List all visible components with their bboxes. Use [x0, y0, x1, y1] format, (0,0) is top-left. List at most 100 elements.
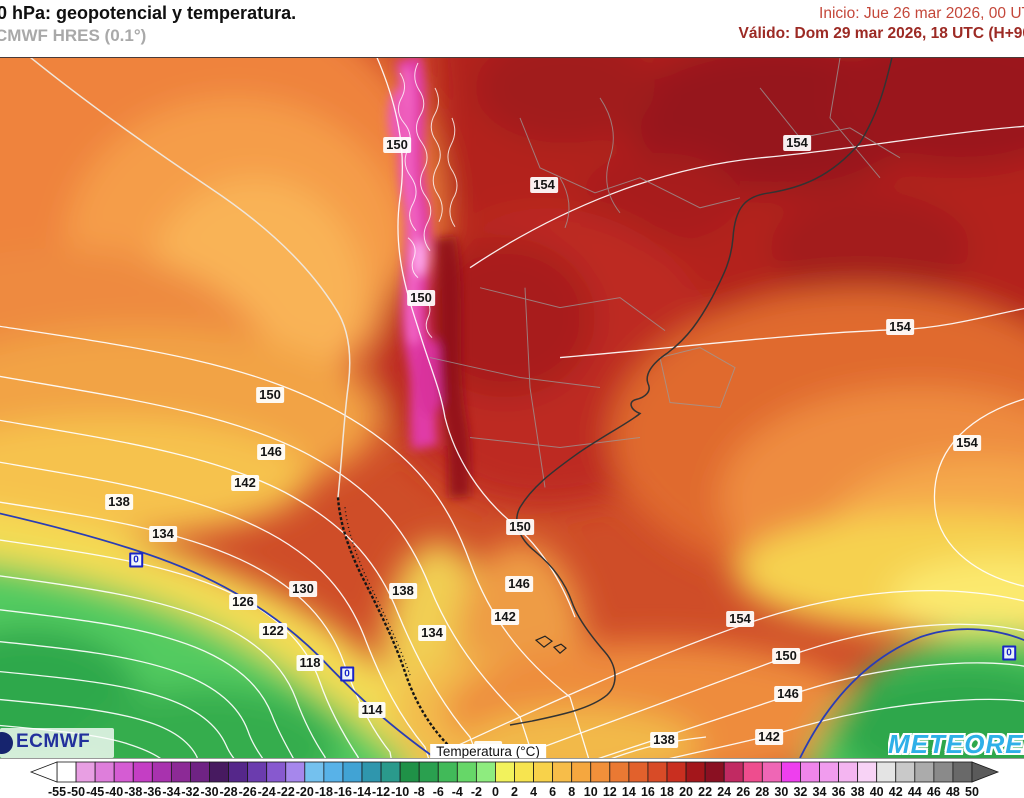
- colorbar-segment: [304, 761, 325, 783]
- colorbar-segment: [342, 761, 363, 783]
- colorbar-segment: [857, 761, 878, 783]
- colorbar-segment: [704, 761, 725, 783]
- colorbar-segment: [285, 761, 306, 783]
- colorbar-segment: [456, 761, 477, 783]
- ecmwf-logo: ECMWF: [0, 728, 114, 758]
- colorbar-title: Temperatura (°C): [430, 744, 546, 759]
- colorbar-segment: [723, 761, 744, 783]
- colorbar-tick: -40: [105, 785, 123, 798]
- colorbar-tick: 36: [832, 785, 846, 798]
- colorbar-tick: 30: [774, 785, 788, 798]
- colorbar-tick: 12: [603, 785, 617, 798]
- colorbar-segment: [228, 761, 249, 783]
- colorbar-tick: 28: [755, 785, 769, 798]
- colorbar-segment: [323, 761, 344, 783]
- colorbar-tick: -24: [258, 785, 276, 798]
- colorbar-segment: [933, 761, 954, 783]
- colorbar-segment: [266, 761, 287, 783]
- colorbar-segment: [819, 761, 839, 783]
- colorbar-tick: -36: [143, 785, 161, 798]
- ecmwf-emblem-icon: [0, 732, 13, 754]
- colorbar-segment: [628, 761, 649, 783]
- colorbar-tick: 8: [568, 785, 575, 798]
- colorbar-segment: [56, 761, 77, 783]
- colorbar-segment: [209, 761, 229, 783]
- admin-borders: [429, 58, 901, 488]
- colorbar-tick: -12: [372, 785, 390, 798]
- coastlines: [29, 58, 893, 758]
- colorbar-segment: [876, 761, 897, 783]
- colorbar-segment: [742, 761, 763, 783]
- colorbar-segment: [647, 761, 668, 783]
- colorbar-tick: 14: [622, 785, 636, 798]
- colorbar-tick: 22: [698, 785, 712, 798]
- colorbar-tick: -22: [277, 785, 295, 798]
- colorbar-tick: 4: [530, 785, 537, 798]
- colorbar-segment: [399, 761, 420, 783]
- colorbar-segment: [113, 761, 134, 783]
- geopotential-contours: [0, 58, 1024, 758]
- ecmwf-logo-text: ECMWF: [16, 731, 91, 752]
- colorbar-footer: -55 -50 -45 -40 -38 -36 -34 -32 -30 -28 -26 -24 -22-…: [0, 758, 1024, 798]
- colorbar-segment: [761, 761, 782, 783]
- colorbar-tick: 44: [908, 785, 922, 798]
- colorbar-segment: [552, 761, 573, 783]
- colorbar-tick: -50: [67, 785, 85, 798]
- colorbar-tick: 46: [927, 785, 941, 798]
- colorbar-segment: [170, 761, 191, 783]
- colorbar-tick: 42: [889, 785, 903, 798]
- colorbar-segment: [952, 761, 973, 783]
- colorbar-tick: 18: [660, 785, 674, 798]
- colorbar-segment: [895, 761, 916, 783]
- colorbar-segment: [533, 761, 554, 783]
- colorbar-tick: 50: [965, 785, 979, 798]
- colorbar-tick: 38: [851, 785, 865, 798]
- colorbar-segment: [666, 761, 687, 783]
- colorbar-tick: -20: [296, 785, 314, 798]
- colorbar-tick: 34: [813, 785, 827, 798]
- colorbar-segment: [94, 761, 115, 783]
- colorbar-segment: [514, 761, 534, 783]
- colorbar-tick: 40: [870, 785, 884, 798]
- colorbar-segment: [800, 761, 820, 783]
- colorbar-segment: [418, 761, 439, 783]
- meteored-logo-text: METEORED: [888, 729, 1024, 759]
- colorbar-segment: [914, 761, 935, 783]
- colorbar-tick: -14: [353, 785, 371, 798]
- colorbar-segment: [75, 761, 96, 783]
- colorbar-tick: 0: [492, 785, 499, 798]
- colorbar-segment: [190, 761, 210, 783]
- colorbar-tick: -32: [181, 785, 199, 798]
- colorbar-segment: [838, 761, 859, 783]
- colorbar-tick: -30: [200, 785, 218, 798]
- colorbar-arrow: [29, 761, 58, 783]
- colorbar-tick: 10: [584, 785, 598, 798]
- colorbar-arrow: [971, 761, 1000, 783]
- colorbar-segment: [475, 761, 496, 783]
- temperature-colorbar: -55 -50 -45 -40 -38 -36 -34 -32 -30 -28 -26 -24 -22-…: [29, 761, 1000, 798]
- colorbar-tick: -28: [220, 785, 238, 798]
- colorbar-tick: 24: [717, 785, 731, 798]
- colorbar-segment: [685, 761, 706, 783]
- colorbar-tick: 26: [736, 785, 750, 798]
- colorbar-tick: -55: [48, 785, 66, 798]
- colorbar-tick: -34: [162, 785, 180, 798]
- init-time-label: Inicio: Jue 26 mar 2026, 00 UT: [819, 5, 1024, 22]
- colorbar-tick: -2: [471, 785, 482, 798]
- colorbar-tick: -18: [315, 785, 333, 798]
- colorbar-tick: 20: [679, 785, 693, 798]
- colorbar-segment: [571, 761, 592, 783]
- colorbar-segment: [151, 761, 172, 783]
- colorbar-tick: 16: [641, 785, 655, 798]
- colorbar-tick: 32: [793, 785, 807, 798]
- colorbar-tick: 6: [549, 785, 556, 798]
- colorbar-tick: 2: [511, 785, 518, 798]
- colorbar-tick: -38: [124, 785, 142, 798]
- colorbar-segment: [380, 761, 401, 783]
- colorbar-segment: [247, 761, 268, 783]
- colorbar-segment: [609, 761, 630, 783]
- colorbar-tick: -6: [433, 785, 444, 798]
- colorbar-segment: [437, 761, 458, 783]
- header: 0 hPa: geopotencial y temperatura. CMWF …: [0, 0, 1024, 57]
